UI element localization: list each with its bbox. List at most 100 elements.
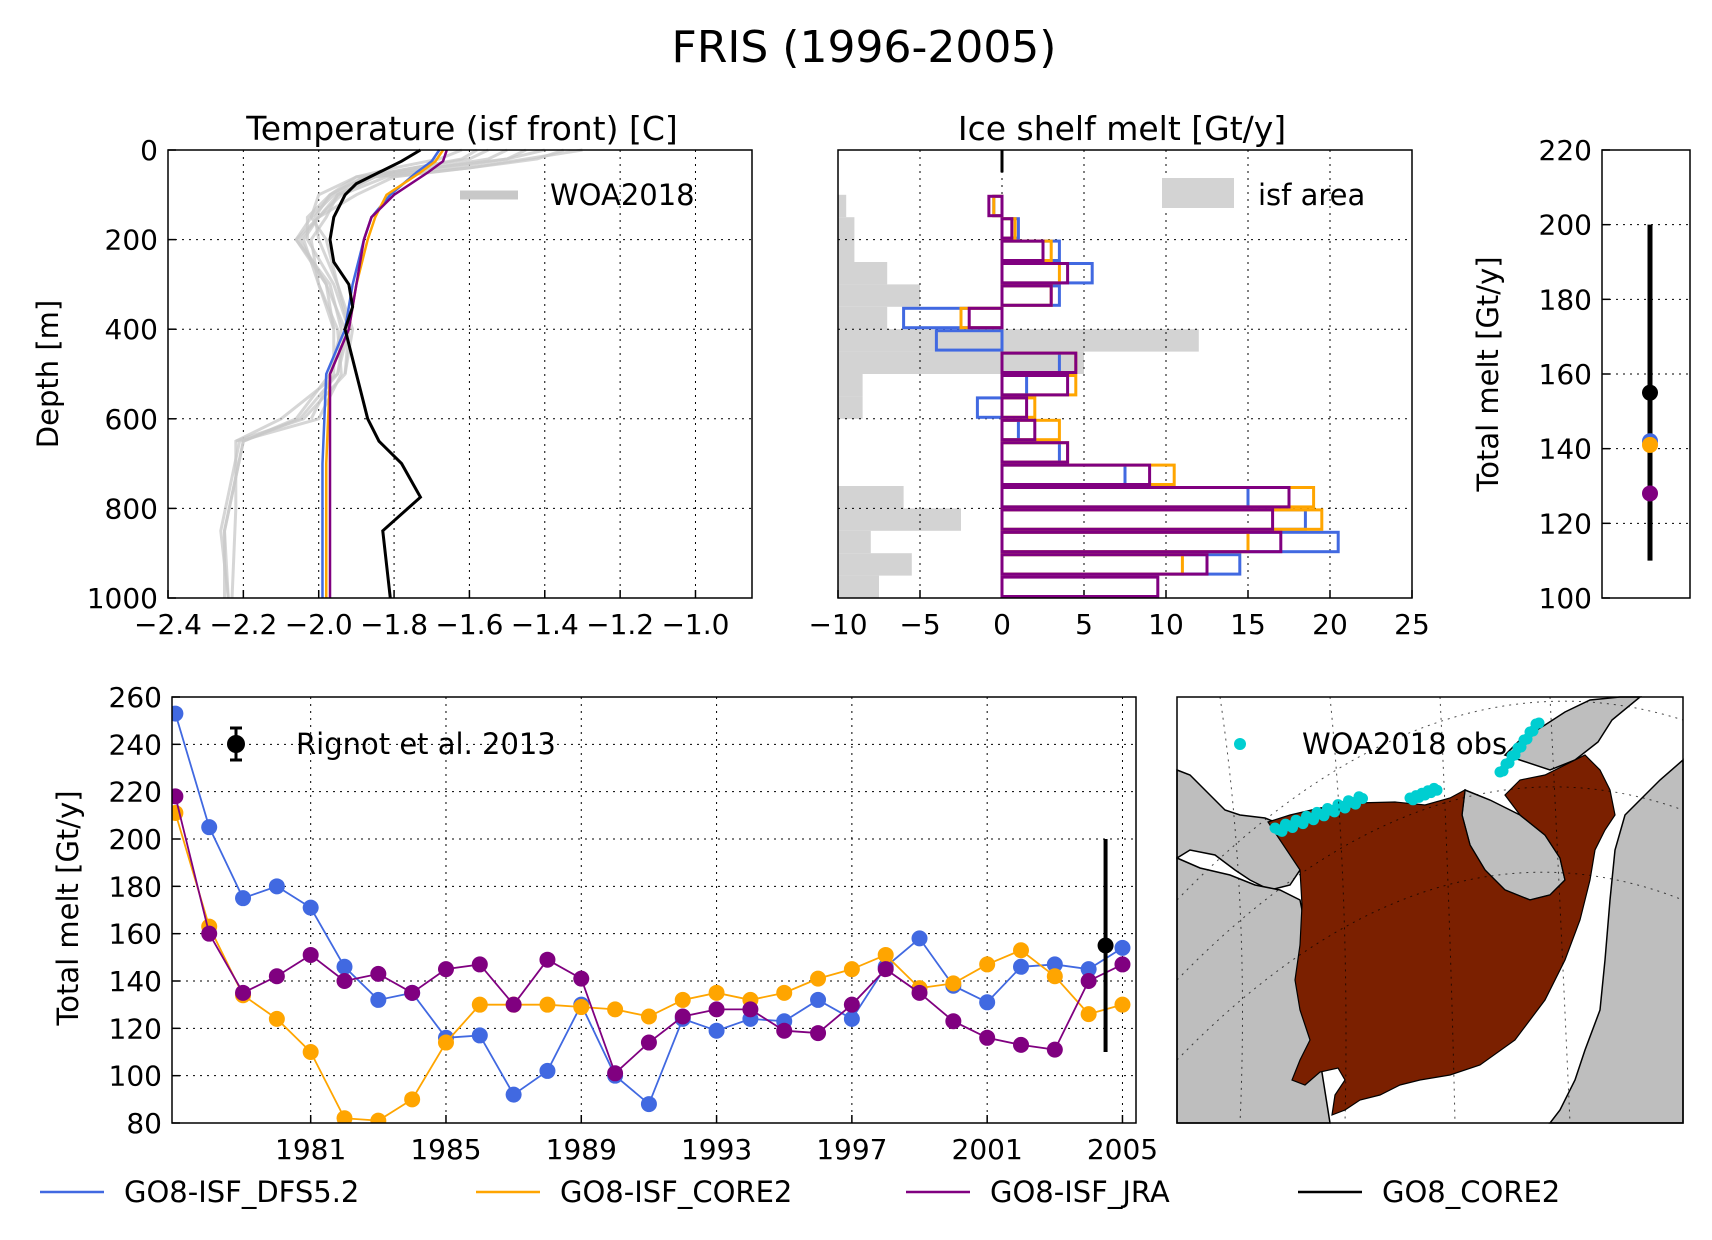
timeseries-point — [1114, 996, 1131, 1013]
timeseries-grid — [172, 697, 1136, 1123]
timeseries-point — [843, 1010, 860, 1027]
timeseries-point — [640, 1096, 657, 1113]
timeseries-point — [674, 1008, 691, 1025]
isf-area-bar — [838, 262, 888, 285]
melt-profile-bar — [1000, 486, 1291, 509]
timeseries-point — [1046, 956, 1063, 973]
timeseries-point — [172, 788, 184, 805]
timeseries-plot: 1981 1985 1989 1993 1997 2001 2005 80 100 120 140 1… — [109, 681, 1159, 1166]
temperature-ytick-label: 1000 — [87, 582, 158, 615]
timeseries-point — [370, 991, 387, 1008]
temperature-series-line — [328, 148, 423, 599]
isf-area-bar — [838, 284, 920, 307]
timeseries-point — [877, 961, 894, 978]
melt-profile-bar — [1000, 553, 1184, 576]
timeseries-point — [640, 1008, 657, 1025]
map-ice-shelf — [1267, 754, 1616, 1116]
timeseries-legend-marker — [227, 735, 245, 753]
melt-profile-bar — [1000, 374, 1070, 397]
timeseries-point — [979, 1029, 996, 1046]
timeseries-xtick-label: 2005 — [1087, 1133, 1158, 1166]
temperature-ytick-label: 600 — [105, 403, 158, 436]
total-melt-mean-point — [1642, 485, 1658, 502]
melt-profile-bar — [1000, 351, 1078, 375]
melt-profile-xtick-label: 20 — [1312, 608, 1348, 641]
timeseries-point — [742, 1001, 759, 1018]
isf-area-bar — [838, 351, 1084, 374]
timeseries-point — [1046, 1041, 1063, 1058]
timeseries-point — [505, 1086, 522, 1103]
timeseries-point — [437, 961, 454, 978]
timeseries-point — [201, 819, 218, 836]
map-legend-marker — [1234, 738, 1246, 750]
total-melt-mean-ytick-label: 120 — [1539, 507, 1592, 540]
map-obs-point — [1431, 784, 1443, 796]
melt-profile-xtick-label: −10 — [808, 608, 867, 641]
melt-profile-bar — [1000, 217, 1014, 240]
timeseries-point — [1012, 958, 1029, 975]
melt-profile-bar — [1000, 239, 1045, 263]
timeseries-ytick-label: 80 — [126, 1107, 162, 1140]
map-frame — [1176, 696, 1684, 1124]
timeseries-xtick-label: 1985 — [410, 1133, 481, 1166]
melt-profile-bar — [987, 194, 1004, 218]
melt-profile-bar — [1000, 486, 1316, 509]
timeseries-xtick-label: 1981 — [275, 1133, 346, 1166]
timeseries-point — [979, 956, 996, 973]
timeseries-ytick-label: 120 — [109, 1012, 162, 1045]
melt-profile-bar — [1000, 508, 1275, 531]
timeseries-point — [776, 1022, 793, 1039]
melt-profile-xtick-label: 10 — [1148, 608, 1184, 641]
isf-area-bar — [838, 306, 888, 330]
temperature-xtick-label: −2.0 — [285, 608, 353, 641]
timeseries-point — [911, 984, 928, 1001]
timeseries-point — [843, 996, 860, 1013]
timeseries-point — [607, 1001, 624, 1018]
total-melt-mean-ytick-label: 180 — [1539, 283, 1592, 316]
map-graticule-line — [1176, 786, 1684, 981]
timeseries-point — [370, 1112, 387, 1123]
temperature-ytick-label: 400 — [105, 313, 158, 346]
temperature-xtick-label: −2.2 — [209, 608, 277, 641]
isf-area-bar — [838, 396, 863, 419]
melt-profile-bar — [1000, 418, 1037, 442]
timeseries-xtick-label: 1997 — [816, 1133, 887, 1166]
melt-profile-bar — [1000, 284, 1053, 307]
isf-area-bar — [838, 486, 904, 509]
melt-profile-bar — [1000, 508, 1307, 531]
figure-title: FRIS (1996-2005) — [672, 22, 1057, 73]
total-melt-mean-ytick-label: 140 — [1539, 433, 1592, 466]
timeseries-point — [979, 994, 996, 1011]
isf-area-bar — [838, 508, 961, 531]
temperature-series-line — [321, 149, 441, 598]
melt-profile-xtick-label: 25 — [1394, 608, 1430, 641]
melt-profile-bar — [1000, 262, 1070, 285]
timeseries-point — [268, 1010, 285, 1027]
melt-profile-bar — [1000, 553, 1242, 576]
woa-profile-line — [305, 148, 527, 375]
map-obs-point — [1533, 717, 1545, 729]
timeseries-point — [843, 961, 860, 978]
isf-area-bar — [838, 553, 912, 576]
timeseries-xtick-label: 2001 — [952, 1133, 1023, 1166]
melt-profile-bar — [1000, 486, 1250, 509]
melt-profile-bar — [1000, 374, 1029, 397]
timeseries-point — [776, 984, 793, 1001]
timeseries-xtick-label: 1989 — [546, 1133, 617, 1166]
timeseries-frame — [171, 696, 1137, 1124]
timeseries-xtick-label: 1993 — [681, 1133, 752, 1166]
temperature-xtick-label: −1.4 — [511, 608, 579, 641]
timeseries-point — [573, 970, 590, 987]
melt-profile-bar — [1000, 463, 1127, 487]
timeseries-point — [404, 984, 421, 1001]
melt-profile-bar — [975, 396, 1004, 419]
total-melt-mean-ytick-label: 160 — [1539, 358, 1592, 391]
total-melt-mean-ytick-label: 200 — [1539, 209, 1592, 242]
timeseries-point — [1114, 956, 1131, 973]
timeseries-legend-label: Rignot et al. 2013 — [296, 727, 556, 761]
temperature-xtick-label: −2.4 — [134, 608, 202, 641]
temperature-ytick-label: 800 — [105, 492, 158, 525]
melt-profile-bar — [1000, 262, 1094, 285]
timeseries-point — [1080, 961, 1097, 978]
